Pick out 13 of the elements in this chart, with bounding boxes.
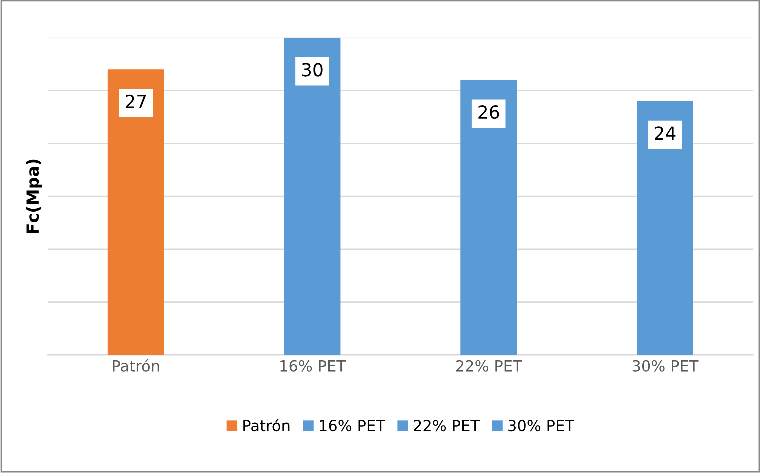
x-tick-label: 30% PET	[632, 360, 699, 372]
data-label: 26	[478, 105, 500, 120]
data-label: 24	[655, 126, 676, 140]
data-label: 30	[302, 63, 323, 77]
x-tick-label: 22% PET	[456, 360, 522, 372]
legend-label: 22% PET	[414, 420, 480, 432]
y-axis-title: Fc(Mpa)	[26, 160, 42, 234]
x-tick-label: Patrón	[113, 359, 160, 372]
legend-label: 30% PET	[508, 420, 575, 432]
legend-label: Patrón	[244, 419, 290, 432]
x-tick-label: 16% PET	[280, 360, 346, 372]
legend-label: 16% PET	[320, 420, 386, 432]
data-label: 27	[126, 94, 146, 108]
